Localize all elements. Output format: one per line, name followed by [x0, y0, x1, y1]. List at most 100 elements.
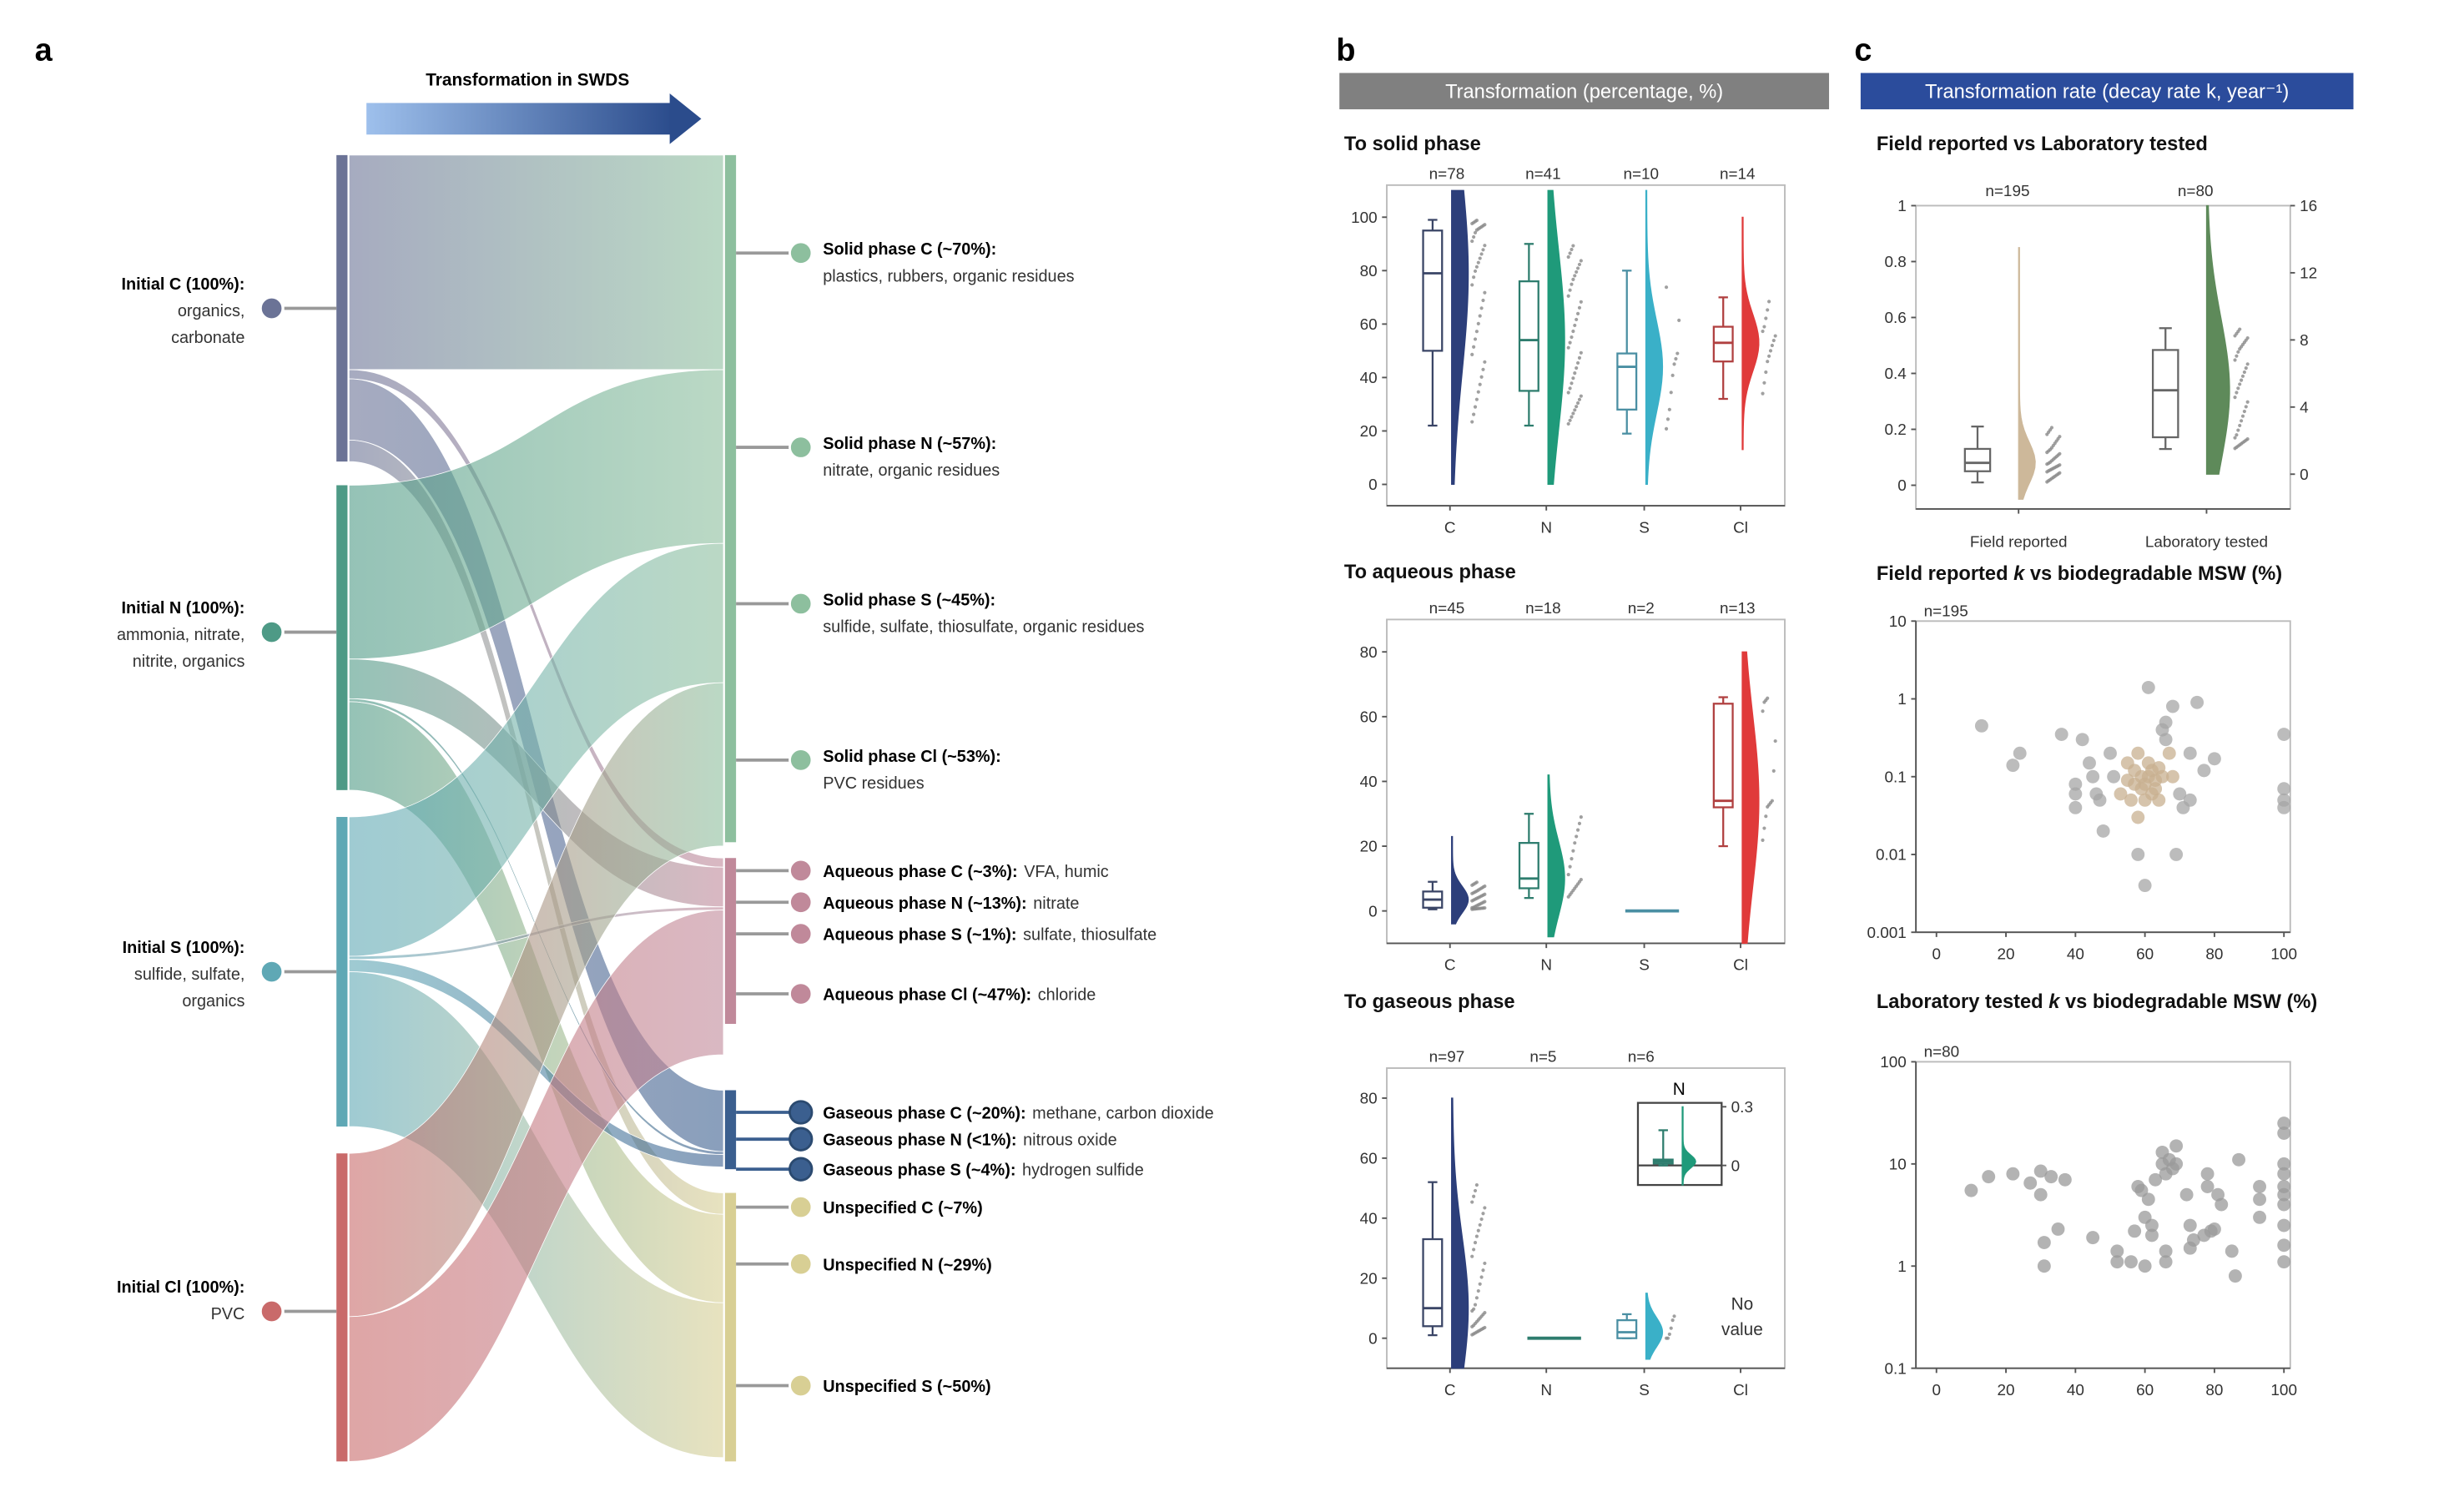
half-violin — [1451, 189, 1469, 486]
x-tick-label: N — [1540, 519, 1552, 537]
y-tick-label: 0.2 — [1884, 421, 1906, 439]
scatter-point — [2075, 733, 2089, 747]
target-label-title: Gaseous phase N (<1%): — [823, 1132, 1016, 1150]
target-node-aqueous-1 — [789, 890, 814, 915]
data-point — [1664, 426, 1669, 431]
data-point — [1476, 1228, 1480, 1232]
source-label-desc: ammonia, nitrate, — [117, 626, 244, 644]
inset-frame — [1636, 1101, 1723, 1187]
y-tick-label: 100 — [1880, 1054, 1907, 1071]
data-point — [1478, 382, 1482, 386]
target-label: Unspecified N (~29%) — [823, 1256, 992, 1274]
target-label-title: Aqueous phase N (~13%): — [823, 895, 1026, 913]
data-point — [1579, 878, 1583, 882]
target-node-aqueous-0 — [789, 858, 814, 884]
data-point — [1470, 1200, 1474, 1204]
half-violin — [1681, 1106, 1696, 1186]
n-label: n=78 — [1429, 165, 1465, 183]
scatter-point — [2169, 1157, 2184, 1171]
data-point — [1771, 338, 1776, 343]
y-tick-label: 1 — [1897, 1258, 1907, 1276]
data-point — [1677, 318, 1681, 322]
data-point — [1573, 274, 1577, 278]
y-tick-label: 0.01 — [1876, 847, 1907, 864]
target-label-desc: nitrous oxide — [1023, 1132, 1117, 1150]
scatter-point — [2086, 769, 2100, 784]
target-label: Unspecified S (~50%) — [823, 1378, 990, 1396]
box — [1422, 1237, 1444, 1328]
y-tick-label: 1 — [1897, 198, 1907, 215]
half-violin — [1645, 1293, 1664, 1360]
data-point — [2240, 419, 2244, 423]
scatter-point — [2200, 1180, 2215, 1193]
scatter-point — [2023, 1176, 2038, 1190]
n-label: n=2 — [1628, 600, 1655, 617]
half-violin — [2018, 247, 2036, 500]
data-point — [2049, 426, 2054, 430]
title-part: Field reported — [1877, 563, 2013, 585]
n-label: n=10 — [1623, 165, 1659, 183]
n-label: n=80 — [1924, 1044, 1960, 1061]
source-bar-S — [336, 817, 348, 1127]
x-tick-label: C — [1444, 1382, 1456, 1399]
data-point — [1474, 1183, 1479, 1187]
data-point — [1472, 412, 1476, 416]
data-point — [1474, 219, 1479, 223]
y-tick-label: 100 — [1351, 209, 1378, 227]
data-point — [1664, 285, 1669, 290]
data-point — [1773, 334, 1777, 338]
source-label-desc: sulfide, sulfate, — [134, 965, 244, 984]
y-tick-label: 4 — [2300, 399, 2309, 416]
chart-title: Field reported vs Laboratory tested — [1877, 134, 2208, 155]
scatter-point — [2277, 1197, 2291, 1212]
scatter-point — [2124, 1255, 2138, 1269]
scatter-point — [2068, 787, 2083, 801]
data-point — [2058, 463, 2062, 467]
data-point — [2244, 366, 2248, 370]
scatter-point — [2165, 699, 2179, 713]
box — [1616, 1318, 1638, 1339]
data-point — [1472, 1307, 1476, 1311]
scatter-point — [2215, 1197, 2229, 1212]
target-node-solid-0 — [789, 240, 814, 265]
data-point — [1474, 880, 1479, 885]
data-point — [1470, 283, 1474, 287]
data-point — [2233, 358, 2237, 362]
scatter-point — [2006, 759, 2020, 773]
chart-b-2: To gaseous phase 0 20 40 60 80 Cn=97 Nn=5 Sn=6 Cl… — [1344, 991, 1786, 1399]
y-tick-label: 8 — [2300, 332, 2309, 350]
y-tick-label: 80 — [1360, 263, 1378, 280]
half-violin — [1547, 189, 1565, 486]
data-point — [1481, 367, 1485, 371]
scatter-point — [2110, 1244, 2124, 1258]
source-bar-Cl — [336, 1153, 348, 1462]
data-point — [1472, 345, 1476, 349]
target-node-unspecified-2 — [789, 1373, 814, 1399]
data-point — [1670, 1318, 1675, 1323]
scatter-point — [2225, 1244, 2239, 1258]
box — [1518, 842, 1539, 890]
scatter-point — [2044, 1170, 2058, 1184]
data-point — [1479, 375, 1484, 379]
scatter-point — [2033, 1187, 2048, 1202]
data-point — [1575, 365, 1579, 370]
data-point — [1570, 335, 1574, 340]
scatter-point — [2277, 1255, 2291, 1269]
scatter-point — [2155, 769, 2169, 784]
y-tick-label: 0.001 — [1867, 925, 1906, 942]
scatter-point — [2253, 1180, 2267, 1193]
data-point — [2245, 362, 2250, 366]
data-point — [1577, 821, 1582, 825]
data-point — [1568, 864, 1572, 869]
y-tick-label: 1 — [1897, 691, 1907, 708]
data-point — [1483, 1261, 1487, 1266]
source-label-desc: PVC — [211, 1305, 245, 1323]
target-node-solid-3 — [789, 748, 814, 773]
box — [1712, 325, 1734, 363]
data-point — [1575, 834, 1579, 839]
data-point — [1476, 260, 1480, 265]
scatter-point — [2131, 746, 2145, 760]
scatter-point — [2068, 777, 2083, 791]
source-node-N — [259, 619, 285, 645]
half-violin — [1451, 1097, 1469, 1369]
